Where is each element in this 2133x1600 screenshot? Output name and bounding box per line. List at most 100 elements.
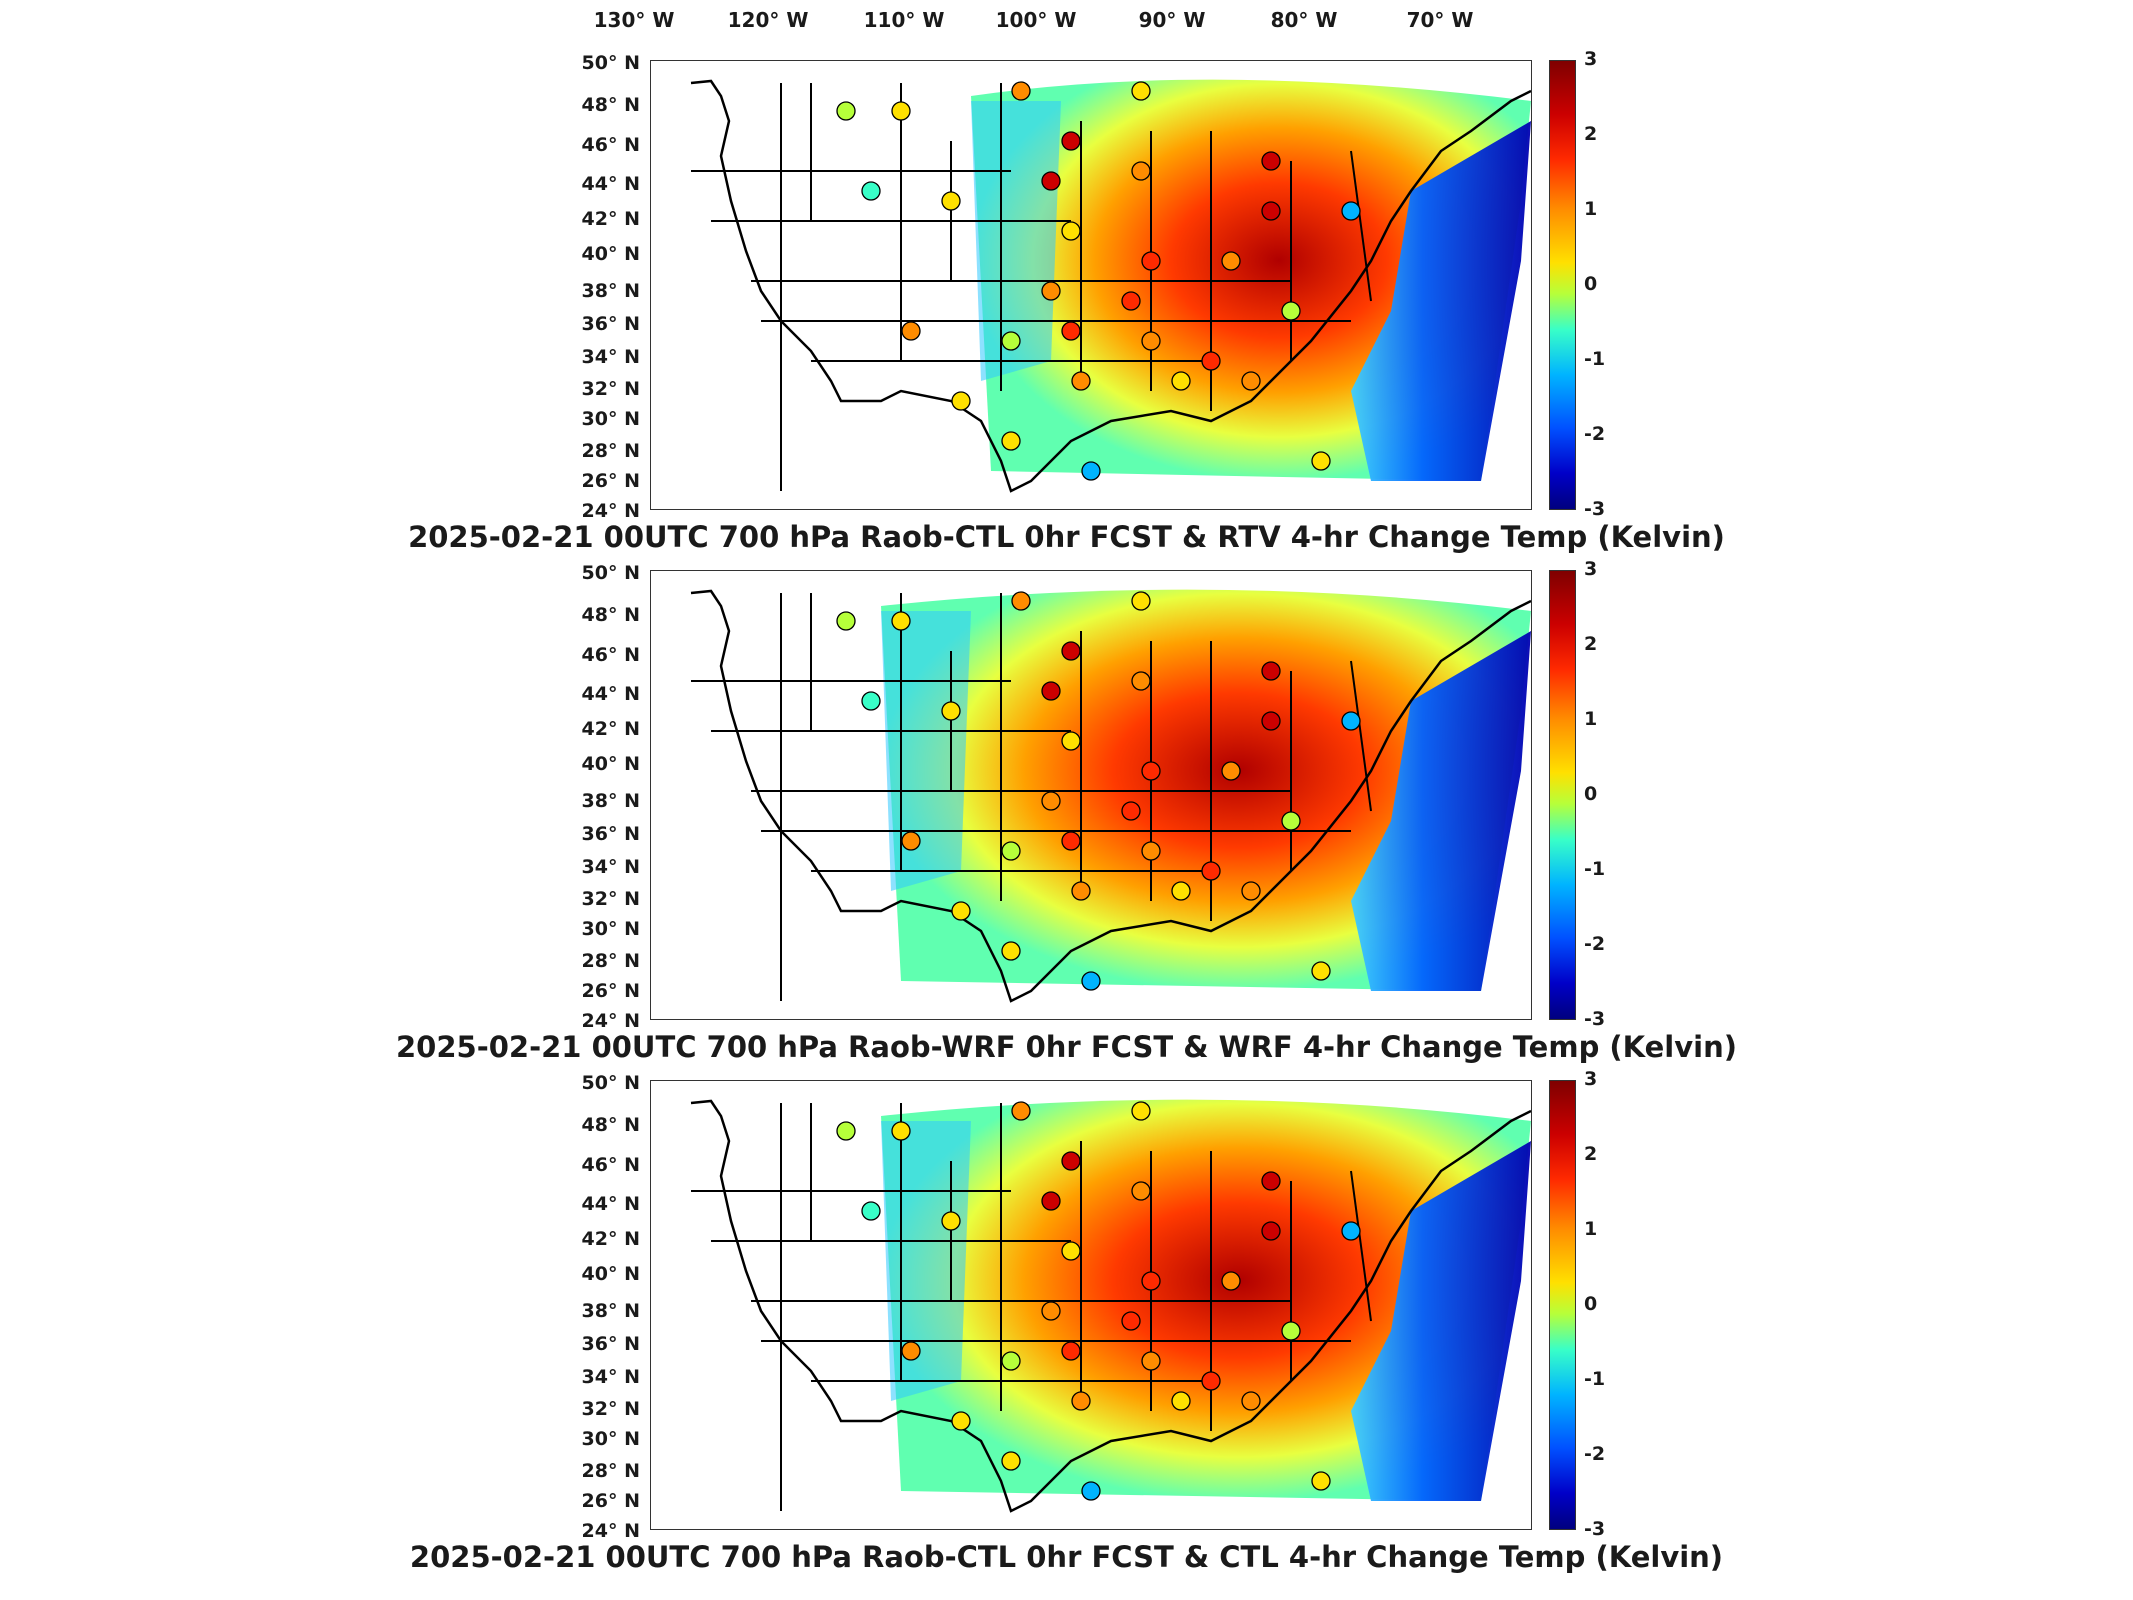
raob-station-marker: [1141, 251, 1161, 271]
raob-station-marker: [1131, 671, 1151, 691]
panel-title: 2025-02-21 00UTC 700 hPa Raob-CTL 0hr FC…: [408, 520, 1725, 554]
latitude-label: 24° N: [581, 1520, 640, 1542]
colorbar-tick-label: -2: [1584, 1443, 1606, 1465]
latitude-label: 32° N: [581, 378, 640, 400]
raob-station-marker: [1081, 461, 1101, 481]
raob-station-marker: [1001, 1351, 1021, 1371]
colorbar: [1549, 1080, 1576, 1530]
raob-station-marker: [1041, 791, 1061, 811]
longitude-label: 100° W: [995, 8, 1077, 32]
raob-station-marker: [1071, 371, 1091, 391]
colorbar-tick-label: -3: [1584, 1518, 1606, 1540]
latitude-label: 40° N: [581, 1263, 640, 1285]
raob-station-marker: [1201, 1371, 1221, 1391]
raob-station-marker: [1061, 641, 1081, 661]
latitude-label: 28° N: [581, 1460, 640, 1482]
state-boundary: [1350, 150, 1372, 302]
raob-station-marker: [1201, 351, 1221, 371]
latitude-label: 34° N: [581, 856, 640, 878]
raob-station-marker: [1001, 1451, 1021, 1471]
raob-station-marker: [1241, 881, 1261, 901]
raob-station-marker: [901, 831, 921, 851]
raob-station-marker: [1221, 251, 1241, 271]
raob-station-marker: [1121, 1311, 1141, 1331]
colorbar-tick-label: -2: [1584, 423, 1606, 445]
raob-station-marker: [861, 691, 881, 711]
raob-station-marker: [1001, 431, 1021, 451]
longitude-label: 80° W: [1270, 8, 1338, 32]
raob-station-marker: [901, 321, 921, 341]
raob-station-marker: [1081, 1481, 1101, 1501]
raob-station-marker: [951, 901, 971, 921]
colorbar-tick-label: 1: [1584, 708, 1598, 730]
raob-station-marker: [1261, 151, 1281, 171]
latitude-label: 48° N: [581, 604, 640, 626]
raob-station-marker: [1201, 861, 1221, 881]
latitude-label: 50° N: [581, 52, 640, 74]
raob-station-marker: [1261, 1171, 1281, 1191]
raob-station-marker: [1061, 131, 1081, 151]
latitude-label: 44° N: [581, 1193, 640, 1215]
raob-station-marker: [1121, 801, 1141, 821]
latitude-label: 36° N: [581, 1333, 640, 1355]
coastline: [690, 79, 1531, 493]
raob-station-marker: [1041, 281, 1061, 301]
latitude-label: 32° N: [581, 888, 640, 910]
cold-anomaly-region: [1351, 631, 1531, 991]
raob-station-marker: [1071, 881, 1091, 901]
raob-station-marker: [891, 101, 911, 121]
raob-station-marker: [1131, 1101, 1151, 1121]
raob-station-marker: [836, 611, 856, 631]
latitude-label: 48° N: [581, 1114, 640, 1136]
raob-station-marker: [1001, 331, 1021, 351]
raob-station-marker: [1061, 321, 1081, 341]
coastline: [690, 1099, 1531, 1513]
raob-station-marker: [951, 1411, 971, 1431]
latitude-label: 46° N: [581, 134, 640, 156]
raob-station-marker: [891, 1121, 911, 1141]
longitude-label: 90° W: [1138, 8, 1206, 32]
west-cool-region: [881, 1121, 971, 1401]
raob-station-marker: [1281, 301, 1301, 321]
latitude-label: 28° N: [581, 440, 640, 462]
raob-station-marker: [1141, 1351, 1161, 1371]
raob-station-marker: [941, 701, 961, 721]
latitude-label: 50° N: [581, 562, 640, 584]
colorbar-tick-label: 0: [1584, 273, 1598, 295]
latitude-label: 26° N: [581, 1490, 640, 1512]
raob-station-marker: [1241, 1391, 1261, 1411]
raob-station-marker: [941, 191, 961, 211]
raob-station-marker: [1261, 201, 1281, 221]
latitude-label: 46° N: [581, 1154, 640, 1176]
latitude-label: 34° N: [581, 1366, 640, 1388]
colorbar-tick-label: 0: [1584, 783, 1598, 805]
latitude-label: 44° N: [581, 173, 640, 195]
raob-station-marker: [1141, 1271, 1161, 1291]
raob-station-marker: [836, 1121, 856, 1141]
raob-station-marker: [1221, 1271, 1241, 1291]
raob-station-marker: [1141, 761, 1161, 781]
temperature-map: [650, 570, 1532, 1020]
raob-station-marker: [1131, 1181, 1151, 1201]
raob-station-marker: [1261, 1221, 1281, 1241]
raob-station-marker: [861, 1201, 881, 1221]
raob-station-marker: [1001, 941, 1021, 961]
latitude-label: 26° N: [581, 470, 640, 492]
colorbar-tick-label: 2: [1584, 1143, 1598, 1165]
raob-station-marker: [1171, 1391, 1191, 1411]
raob-station-marker: [1131, 81, 1151, 101]
raob-station-marker: [1041, 681, 1061, 701]
raob-station-marker: [1131, 591, 1151, 611]
colorbar-tick-label: 3: [1584, 1068, 1598, 1090]
longitude-label: 70° W: [1406, 8, 1474, 32]
raob-station-marker: [1061, 221, 1081, 241]
latitude-label: 34° N: [581, 346, 640, 368]
colorbar: [1549, 60, 1576, 510]
raob-station-marker: [1261, 661, 1281, 681]
latitude-label: 40° N: [581, 753, 640, 775]
latitude-label: 42° N: [581, 718, 640, 740]
longitude-label: 120° W: [727, 8, 809, 32]
raob-station-marker: [1281, 1321, 1301, 1341]
latitude-label: 44° N: [581, 683, 640, 705]
coastline: [690, 589, 1531, 1003]
